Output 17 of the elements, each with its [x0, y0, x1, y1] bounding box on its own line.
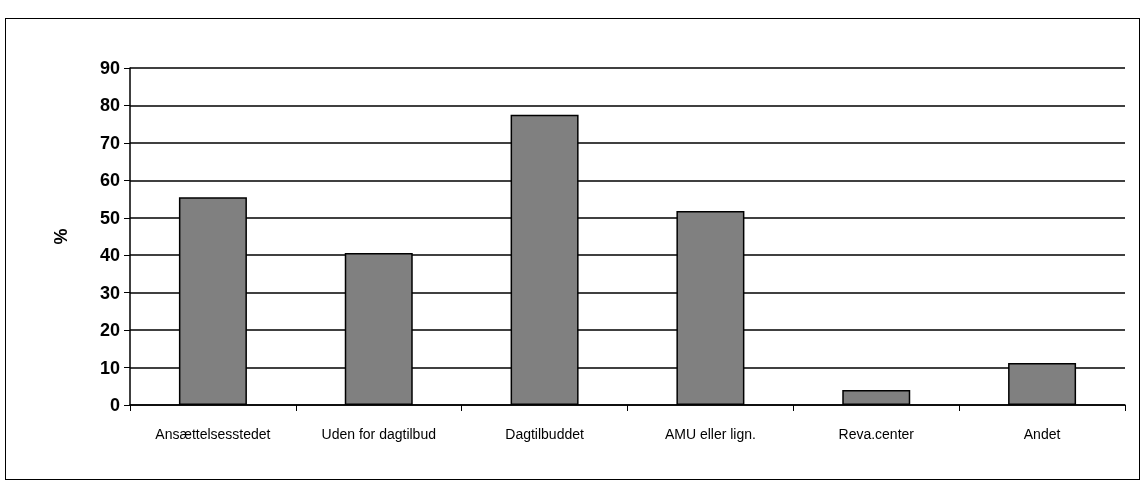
y-tick-label: 30: [99, 282, 120, 303]
x-tick-label: Reva.center: [838, 426, 915, 442]
y-tick-label: 80: [99, 95, 120, 116]
y-axis-title: %: [51, 228, 71, 245]
y-tick-label: 70: [99, 132, 120, 153]
y-tick-label: 20: [99, 320, 120, 341]
x-tick-label: AMU eller lign.: [664, 426, 756, 442]
y-tick-label: 0: [109, 395, 120, 415]
y-tick-label: 10: [99, 357, 120, 378]
y-tick-label: 40: [99, 245, 120, 266]
x-tick-label: Dagtilbuddet: [505, 426, 584, 442]
y-tick-label: 60: [99, 170, 120, 191]
y-tick-label: 90: [99, 58, 120, 78]
x-tick-label: Uden for dagtilbud: [321, 426, 436, 442]
y-tick-label: 50: [99, 207, 120, 228]
x-tick-label: Ansættelsesstedet: [155, 426, 271, 442]
x-tick-label: Andet: [1023, 426, 1061, 442]
